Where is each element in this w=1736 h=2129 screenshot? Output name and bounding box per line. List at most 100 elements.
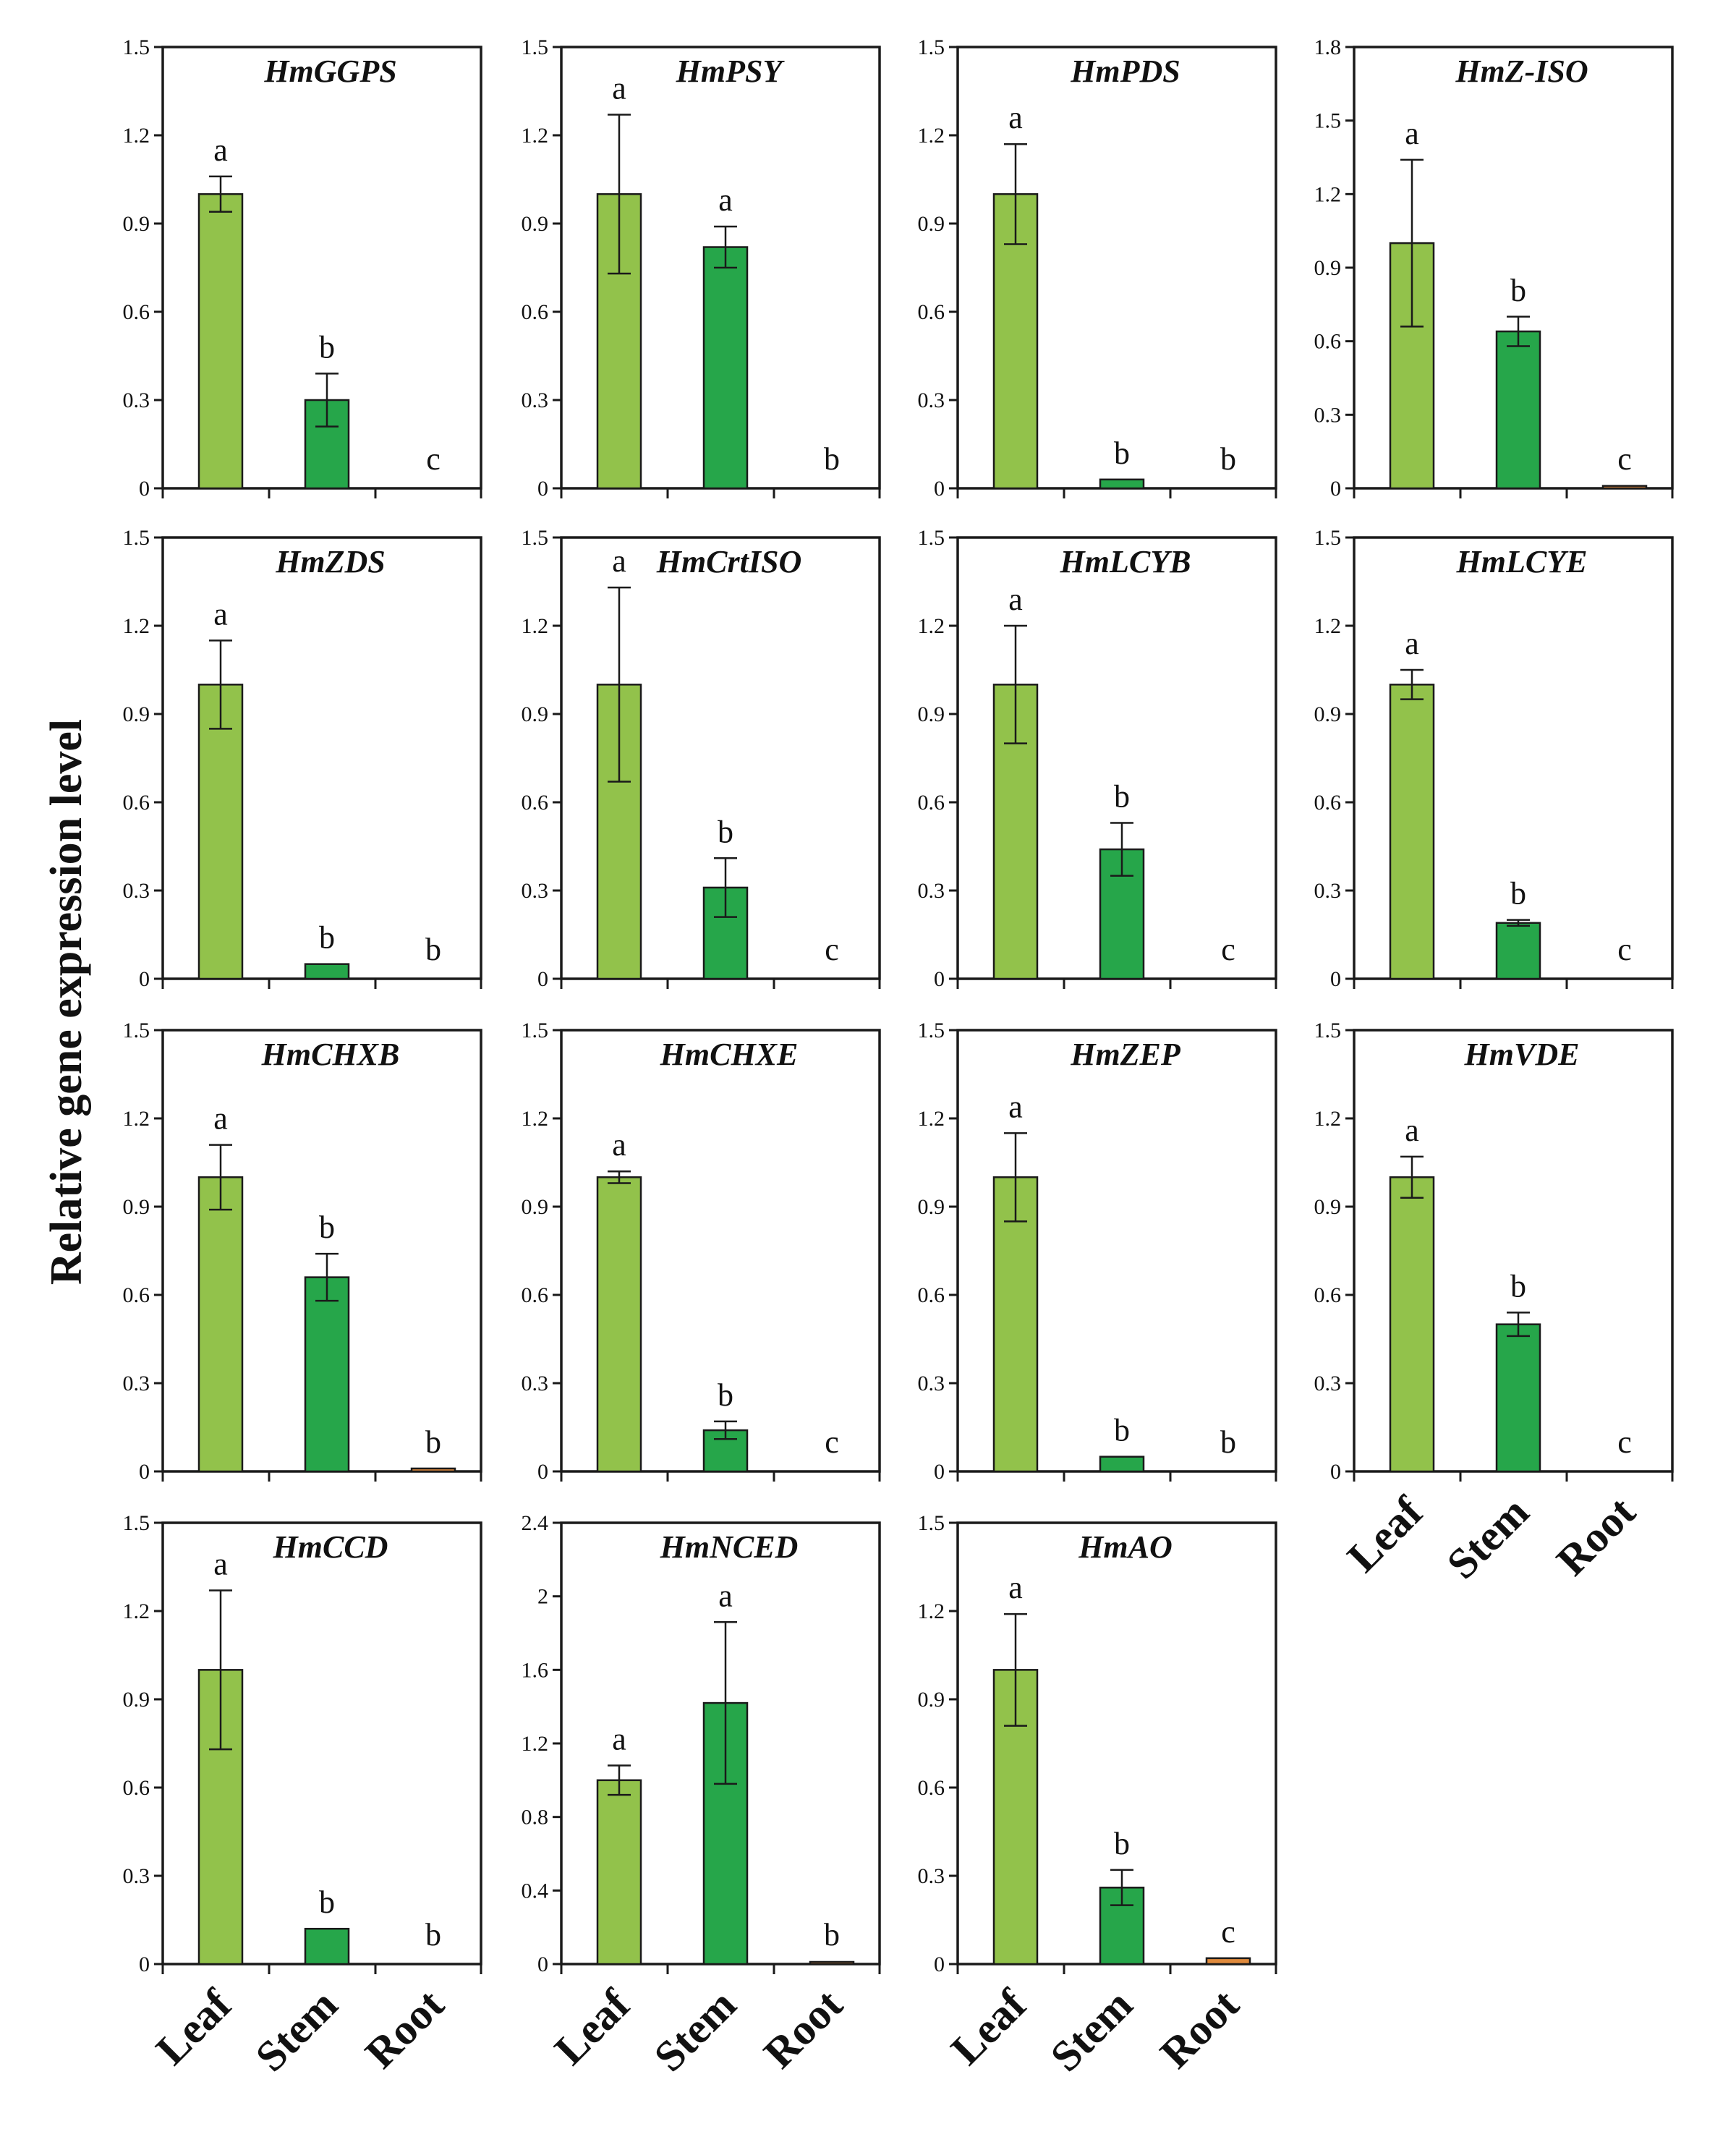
category-label-stem: Stem [1438, 1488, 1539, 1589]
significance-letter: b [319, 920, 335, 956]
panel-title: HmCHXE [660, 1037, 799, 1072]
significance-letter: b [1114, 1413, 1130, 1448]
bar-stem [304, 963, 350, 980]
y-tick-label: 0 [1330, 967, 1341, 991]
bar-stem [1099, 478, 1145, 490]
y-tick-label: 1.5 [522, 526, 549, 550]
bar-stem [304, 1927, 350, 1966]
y-tick-label: 0.9 [918, 702, 945, 726]
panel-title: HmZEP [1070, 1037, 1181, 1072]
y-tick-label: 0 [1330, 477, 1341, 501]
y-tick-label: 0.6 [918, 300, 945, 324]
significance-letter: b [319, 1884, 335, 1920]
y-tick-label: 0.6 [522, 791, 549, 815]
y-tick-label: 0.9 [522, 702, 549, 726]
y-tick-label: 0.6 [918, 791, 945, 815]
y-tick-label: 0.9 [918, 212, 945, 236]
y-tick-label: 0.9 [123, 1688, 150, 1712]
chart-panel: 0 0.3 0.6 0.9 1.2 1.5 a b b HmCHXB [123, 1019, 482, 1484]
y-tick-label: 1.5 [918, 1019, 945, 1042]
significance-letter: b [718, 1377, 733, 1413]
category-label-stem: Stem [247, 1981, 347, 2081]
y-tick-label: 0.6 [123, 791, 150, 815]
significance-letter: c [825, 932, 839, 967]
panel-title: HmNCED [660, 1529, 799, 1565]
significance-letter: b [1114, 435, 1130, 471]
chart-panel: 0 0.3 0.6 0.9 1.2 1.5 a b b HmCCD [123, 1511, 482, 1976]
chart-panel: 0 0.3 0.6 0.9 1.2 1.5 a b c HmAO [918, 1511, 1277, 1976]
category-label-stem: Stem [1042, 1981, 1142, 2081]
chart-panel: 0 0.3 0.6 0.9 1.2 1.5 a b c HmVDE [1314, 1019, 1674, 1484]
significance-letter: a [612, 1127, 626, 1163]
y-tick-label: 0.6 [1314, 1283, 1342, 1307]
significance-letter: a [213, 1101, 228, 1136]
bar-root [410, 1467, 456, 1473]
y-tick-label: 1.6 [522, 1658, 549, 1682]
chart-panel: 0 0.3 0.6 0.9 1.2 1.5 a a b HmPSY [522, 35, 881, 501]
panel-title: HmGGPS [263, 54, 396, 89]
y-tick-label: 1.5 [918, 1511, 945, 1535]
y-tick-label: 1.2 [123, 1599, 150, 1623]
y-tick-label: 0.3 [522, 879, 549, 903]
category-label-root: Root [754, 1981, 851, 2078]
bar-stem [1099, 1456, 1145, 1473]
significance-letter: a [1405, 626, 1419, 661]
y-tick-label: 1.5 [123, 1019, 150, 1042]
category-label-stem: Stem [645, 1981, 746, 2081]
y-tick-label: 0 [139, 1952, 150, 1976]
y-tick-label: 0.9 [123, 702, 150, 726]
chart-panel: 0 0.3 0.6 0.9 1.2 1.5 a b c HmLCYB [918, 526, 1277, 991]
y-tick-label: 1.2 [1314, 614, 1342, 638]
y-tick-label: 0.3 [123, 1372, 150, 1395]
significance-letter: a [612, 71, 626, 106]
significance-letter: a [213, 596, 228, 632]
bar-stem [304, 1276, 350, 1473]
y-tick-label: 0 [934, 1952, 945, 1976]
panel-title: HmCrtISO [656, 544, 802, 579]
bar-stem [1495, 1323, 1541, 1473]
significance-letter: c [1221, 1914, 1235, 1950]
bar-leaf [992, 1176, 1039, 1473]
y-tick-label: 1.2 [522, 614, 549, 638]
y-tick-label: 0 [934, 477, 945, 501]
chart-panel: 0 0.3 0.6 0.9 1.2 1.5 a b c HmGGPS [123, 35, 482, 501]
chart-panel: 0 0.3 0.6 0.9 1.2 1.5 a b b HmZDS [123, 526, 482, 991]
y-tick-label: 1.2 [918, 614, 945, 638]
panel-title: HmVDE [1464, 1037, 1580, 1072]
y-tick-label: 1.5 [522, 1019, 549, 1042]
y-tick-label: 0.9 [522, 212, 549, 236]
panel-title: HmZDS [275, 544, 386, 579]
bar-leaf [596, 1176, 642, 1473]
panel-title: HmAO [1078, 1529, 1173, 1565]
y-tick-label: 1.2 [522, 1732, 549, 1756]
y-tick-label: 0 [934, 967, 945, 991]
y-tick-label: 0.6 [123, 1283, 150, 1307]
y-tick-label: 0.6 [918, 1776, 945, 1800]
significance-letter: a [718, 182, 733, 218]
significance-letter: a [1405, 116, 1419, 151]
significance-letter: c [1221, 932, 1235, 967]
bar-leaf [1389, 1176, 1435, 1473]
y-tick-label: 1.2 [1314, 1107, 1342, 1131]
significance-letter: a [213, 132, 228, 168]
bar-leaf [197, 1176, 244, 1473]
significance-letter: b [425, 1424, 441, 1460]
y-tick-label: 1.2 [522, 124, 549, 148]
y-tick-label: 1.5 [123, 526, 150, 550]
y-tick-label: 0.3 [918, 1864, 945, 1888]
y-tick-label: 0.9 [1314, 256, 1342, 280]
significance-letter: c [825, 1424, 839, 1460]
y-tick-label: 1.5 [522, 35, 549, 59]
significance-letter: b [1220, 1424, 1236, 1460]
y-tick-label: 1.2 [918, 1599, 945, 1623]
bar-leaf [197, 684, 244, 980]
y-tick-label: 1.2 [1314, 182, 1342, 206]
y-tick-label: 0 [537, 1952, 548, 1976]
y-tick-label: 0.3 [123, 879, 150, 903]
significance-letter: a [213, 1547, 228, 1582]
y-axis-label: Relative gene expression level [42, 719, 91, 1285]
y-tick-label: 0 [1330, 1460, 1341, 1484]
y-tick-label: 2.4 [522, 1511, 549, 1535]
y-tick-label: 0.3 [918, 879, 945, 903]
